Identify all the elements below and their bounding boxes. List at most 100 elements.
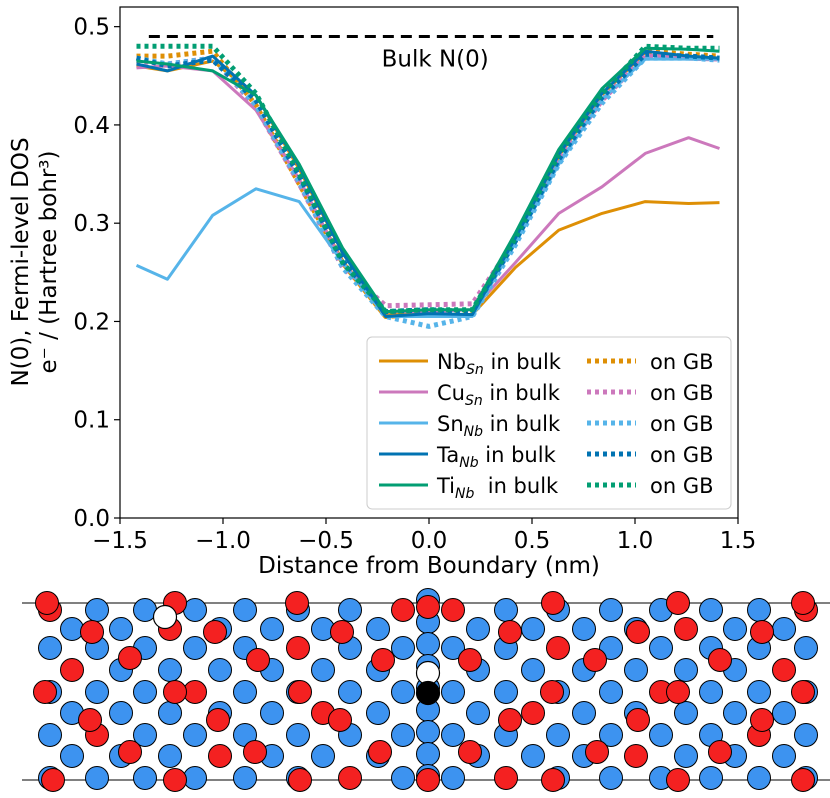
legend-label: SnNb in bulk — [437, 412, 561, 440]
atom-red — [708, 648, 732, 672]
atom-red — [203, 620, 227, 644]
atom-blue — [158, 701, 182, 725]
atom-blue — [441, 636, 465, 660]
atom-blue — [674, 701, 698, 725]
x-tick-label: −0.5 — [298, 528, 354, 554]
bulk-reference-label: Bulk N(0) — [382, 46, 489, 72]
atom-blue — [674, 658, 698, 682]
atom-red — [521, 701, 545, 725]
atom-red — [330, 620, 354, 644]
atom-blue — [366, 617, 390, 641]
legend-label: NbSn in bulk — [437, 350, 562, 378]
atom-blue — [85, 766, 109, 790]
x-axis-label: Distance from Boundary (nm) — [258, 553, 600, 579]
legend-label: CuSn in bulk — [437, 381, 561, 409]
atom-red — [791, 591, 815, 615]
atom-red — [285, 591, 309, 615]
atom-red — [288, 768, 312, 792]
y-tick-label: 0.2 — [73, 309, 110, 335]
atom-blue — [441, 766, 465, 790]
atom-red — [626, 708, 650, 732]
y-tick-label: 0.4 — [73, 113, 110, 139]
atom-blue — [546, 723, 570, 747]
atom-red — [441, 598, 465, 622]
atom-blue — [109, 617, 133, 641]
y-axis-label-line2: e⁻ / (Hartree bohr³) — [36, 151, 62, 374]
atom-solute — [415, 680, 441, 706]
x-tick-label: 0.0 — [411, 528, 448, 554]
atom-red — [750, 708, 774, 732]
atom-blue — [624, 658, 648, 682]
legend-label: TaNb in bulk — [436, 443, 557, 471]
atom-red — [328, 708, 352, 732]
bulk-reference: Bulk N(0) — [148, 34, 714, 72]
atom-blue — [391, 680, 415, 704]
atom-blue — [233, 766, 257, 790]
atom-blue — [572, 617, 596, 641]
atom-blue — [466, 617, 490, 641]
plot-area: Bulk N(0) −1.5 −1.0 −0.5 0.0 0.5 1.0 1.5 0.00.… — [8, 6, 757, 579]
atom-red — [708, 740, 732, 764]
atom-vacancy — [152, 604, 178, 630]
atom-red — [118, 740, 142, 764]
y-axis-label-line1: N(0), Fermi-level DOS — [8, 137, 34, 386]
atom-blue — [494, 598, 518, 622]
atom-blue — [772, 744, 796, 768]
atom-red — [458, 648, 482, 672]
atom-red — [626, 620, 650, 644]
series-line-ta-nb-on-gb — [135, 51, 720, 315]
atom-red — [416, 768, 440, 792]
atom-red — [540, 680, 564, 704]
atom-red — [286, 636, 310, 660]
atom-blue — [723, 701, 747, 725]
series-line-ta-nb-in-bulk — [136, 49, 720, 318]
y-tick-label: 0.3 — [73, 211, 110, 237]
atom-red — [666, 768, 690, 792]
atom-red — [772, 658, 796, 682]
atom-blue — [599, 598, 623, 622]
x-tick-label: 0.5 — [514, 528, 551, 554]
atom-blue — [699, 680, 723, 704]
series-line-cu-sn-in-bulk — [136, 64, 720, 314]
atom-blue — [747, 598, 771, 622]
legend-frame — [366, 336, 732, 510]
atom-red — [163, 768, 187, 792]
atom-red — [416, 595, 440, 619]
y-tick-label: 0.1 — [73, 408, 110, 434]
atoms — [33, 588, 818, 792]
legend-label: TiNb in bulk — [436, 474, 559, 502]
atom-blue — [183, 723, 207, 747]
atom-red — [494, 766, 518, 790]
legend-label: on GB — [650, 443, 714, 467]
atom-blue — [599, 723, 623, 747]
atom-blue — [338, 680, 362, 704]
atom-blue — [60, 744, 84, 768]
atom-blue — [416, 632, 440, 656]
x-tick-label: 1.5 — [720, 528, 757, 554]
atom-red — [585, 740, 609, 764]
y-axis-ticks: 0.0 0.1 0.2 0.3 0.4 0.5 — [73, 15, 120, 532]
atom-blue — [674, 744, 698, 768]
atom-red — [791, 768, 815, 792]
atom-red — [368, 740, 392, 764]
atom-red — [546, 636, 570, 660]
y-tick-label: 0.0 — [73, 506, 110, 532]
atom-red — [288, 680, 312, 704]
atom-red — [243, 740, 267, 764]
legend-label: on GB — [650, 412, 714, 436]
x-tick-label: 1.0 — [617, 528, 654, 554]
atom-blue — [109, 701, 133, 725]
legend: NbSn in bulk on GB CuSn in bulk on GB SnNb i… — [366, 336, 732, 510]
atom-blue — [158, 658, 182, 682]
atom-blue — [366, 701, 390, 725]
legend-entries: NbSn in bulk on GB CuSn in bulk on GB SnNb i… — [379, 350, 714, 502]
atom-blue — [699, 766, 723, 790]
atom-blue — [521, 617, 545, 641]
atom-red — [541, 591, 565, 615]
series-line-ti-nb-on-gb — [136, 43, 720, 315]
atomic-structure-diagram — [22, 588, 830, 792]
atom-blue — [466, 701, 490, 725]
atom-red — [338, 766, 362, 790]
atom-red — [35, 591, 59, 615]
atom-red — [80, 620, 104, 644]
